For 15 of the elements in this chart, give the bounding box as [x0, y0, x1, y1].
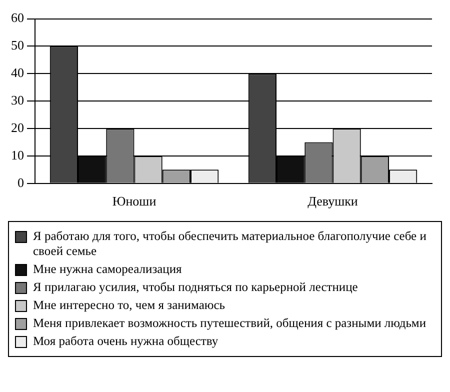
x-tick-label: Юноши [112, 194, 156, 209]
y-tick-label: 20 [11, 120, 24, 135]
legend-label: Я прилагаю усилия, чтобы подняться по карьерной лестнице [33, 280, 358, 295]
y-tick-label: 10 [11, 147, 24, 162]
legend-label: Мне интересно то, чем я занимаюсь [33, 298, 225, 313]
y-tick-label: 50 [11, 38, 24, 53]
y-tick-label: 0 [18, 174, 24, 190]
y-tick-label: 30 [11, 92, 24, 108]
legend-label: Меня привлекает возможность путешествий, общения с разными людьми [33, 316, 426, 331]
x-tick-label: Девушки [308, 194, 358, 209]
legend-label: Моя работа очень нужна обществу [33, 334, 218, 349]
y-tick-label: 40 [11, 65, 24, 80]
y-tick-label: 60 [11, 10, 24, 26]
legend-label: Мне нужна самореализация [33, 262, 182, 277]
legend-label: Я работаю для того, чтобы обеспечить материальное благополучие себе и своей семье [33, 229, 428, 259]
